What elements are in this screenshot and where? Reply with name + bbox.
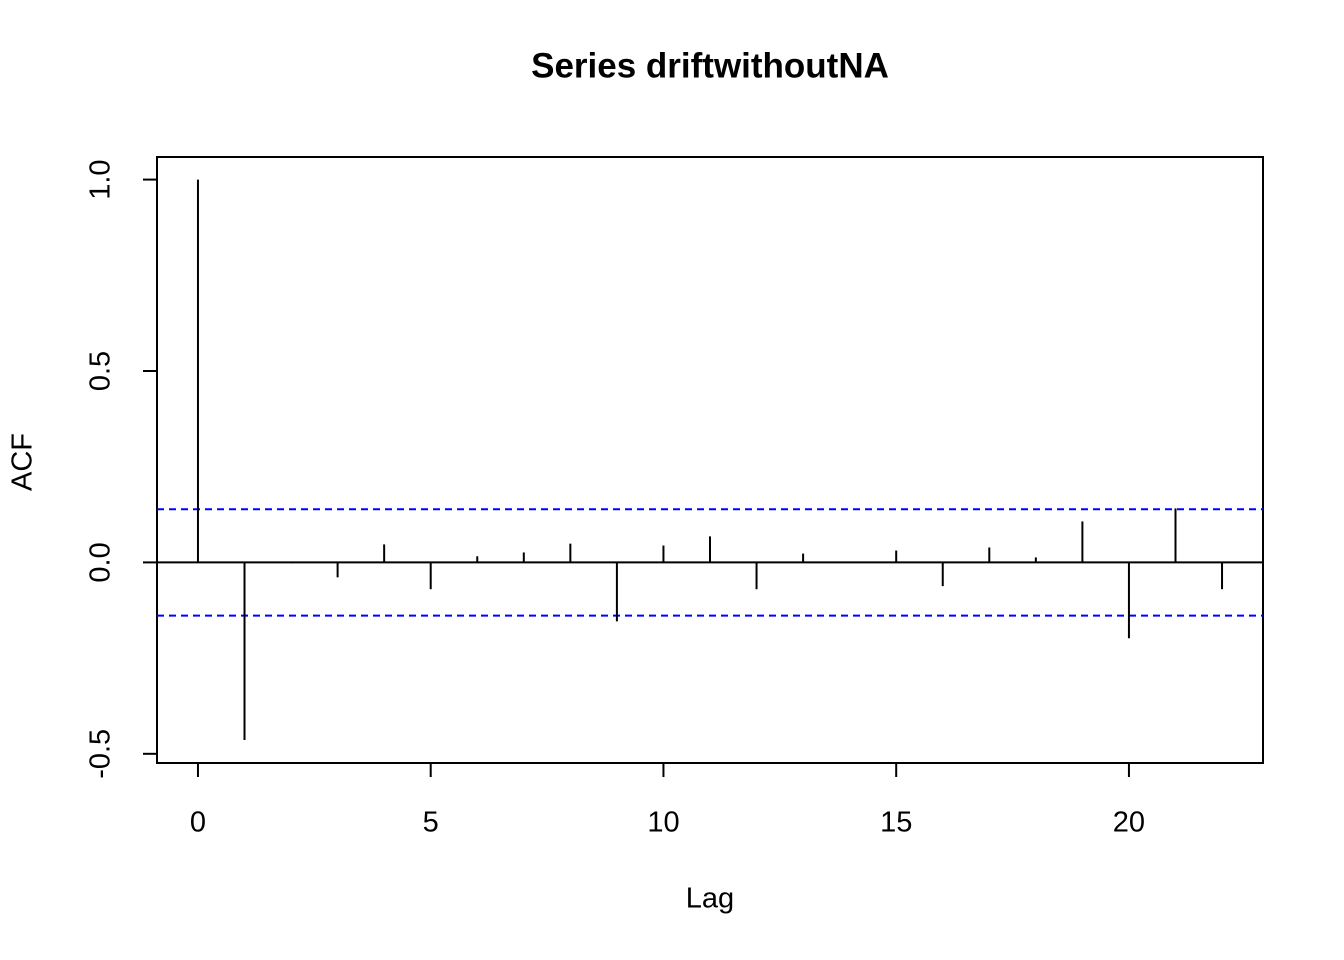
x-tick-label: 15 <box>880 807 912 839</box>
x-tick-label: 0 <box>190 807 206 839</box>
plot-frame <box>156 156 1264 764</box>
x-tick-label: 5 <box>423 807 439 839</box>
y-tick-label: 0.5 <box>85 351 117 391</box>
x-tick-label: 20 <box>1113 807 1145 839</box>
y-tick-label: -0.5 <box>85 729 117 779</box>
y-tick-label: 1.0 <box>85 159 117 199</box>
chart-title: Series driftwithoutNA <box>531 46 889 85</box>
y-axis-label: ACF <box>7 433 39 491</box>
y-tick-label: 0.0 <box>85 542 117 582</box>
x-tick-label: 10 <box>647 807 679 839</box>
x-axis-label: Lag <box>686 883 734 915</box>
